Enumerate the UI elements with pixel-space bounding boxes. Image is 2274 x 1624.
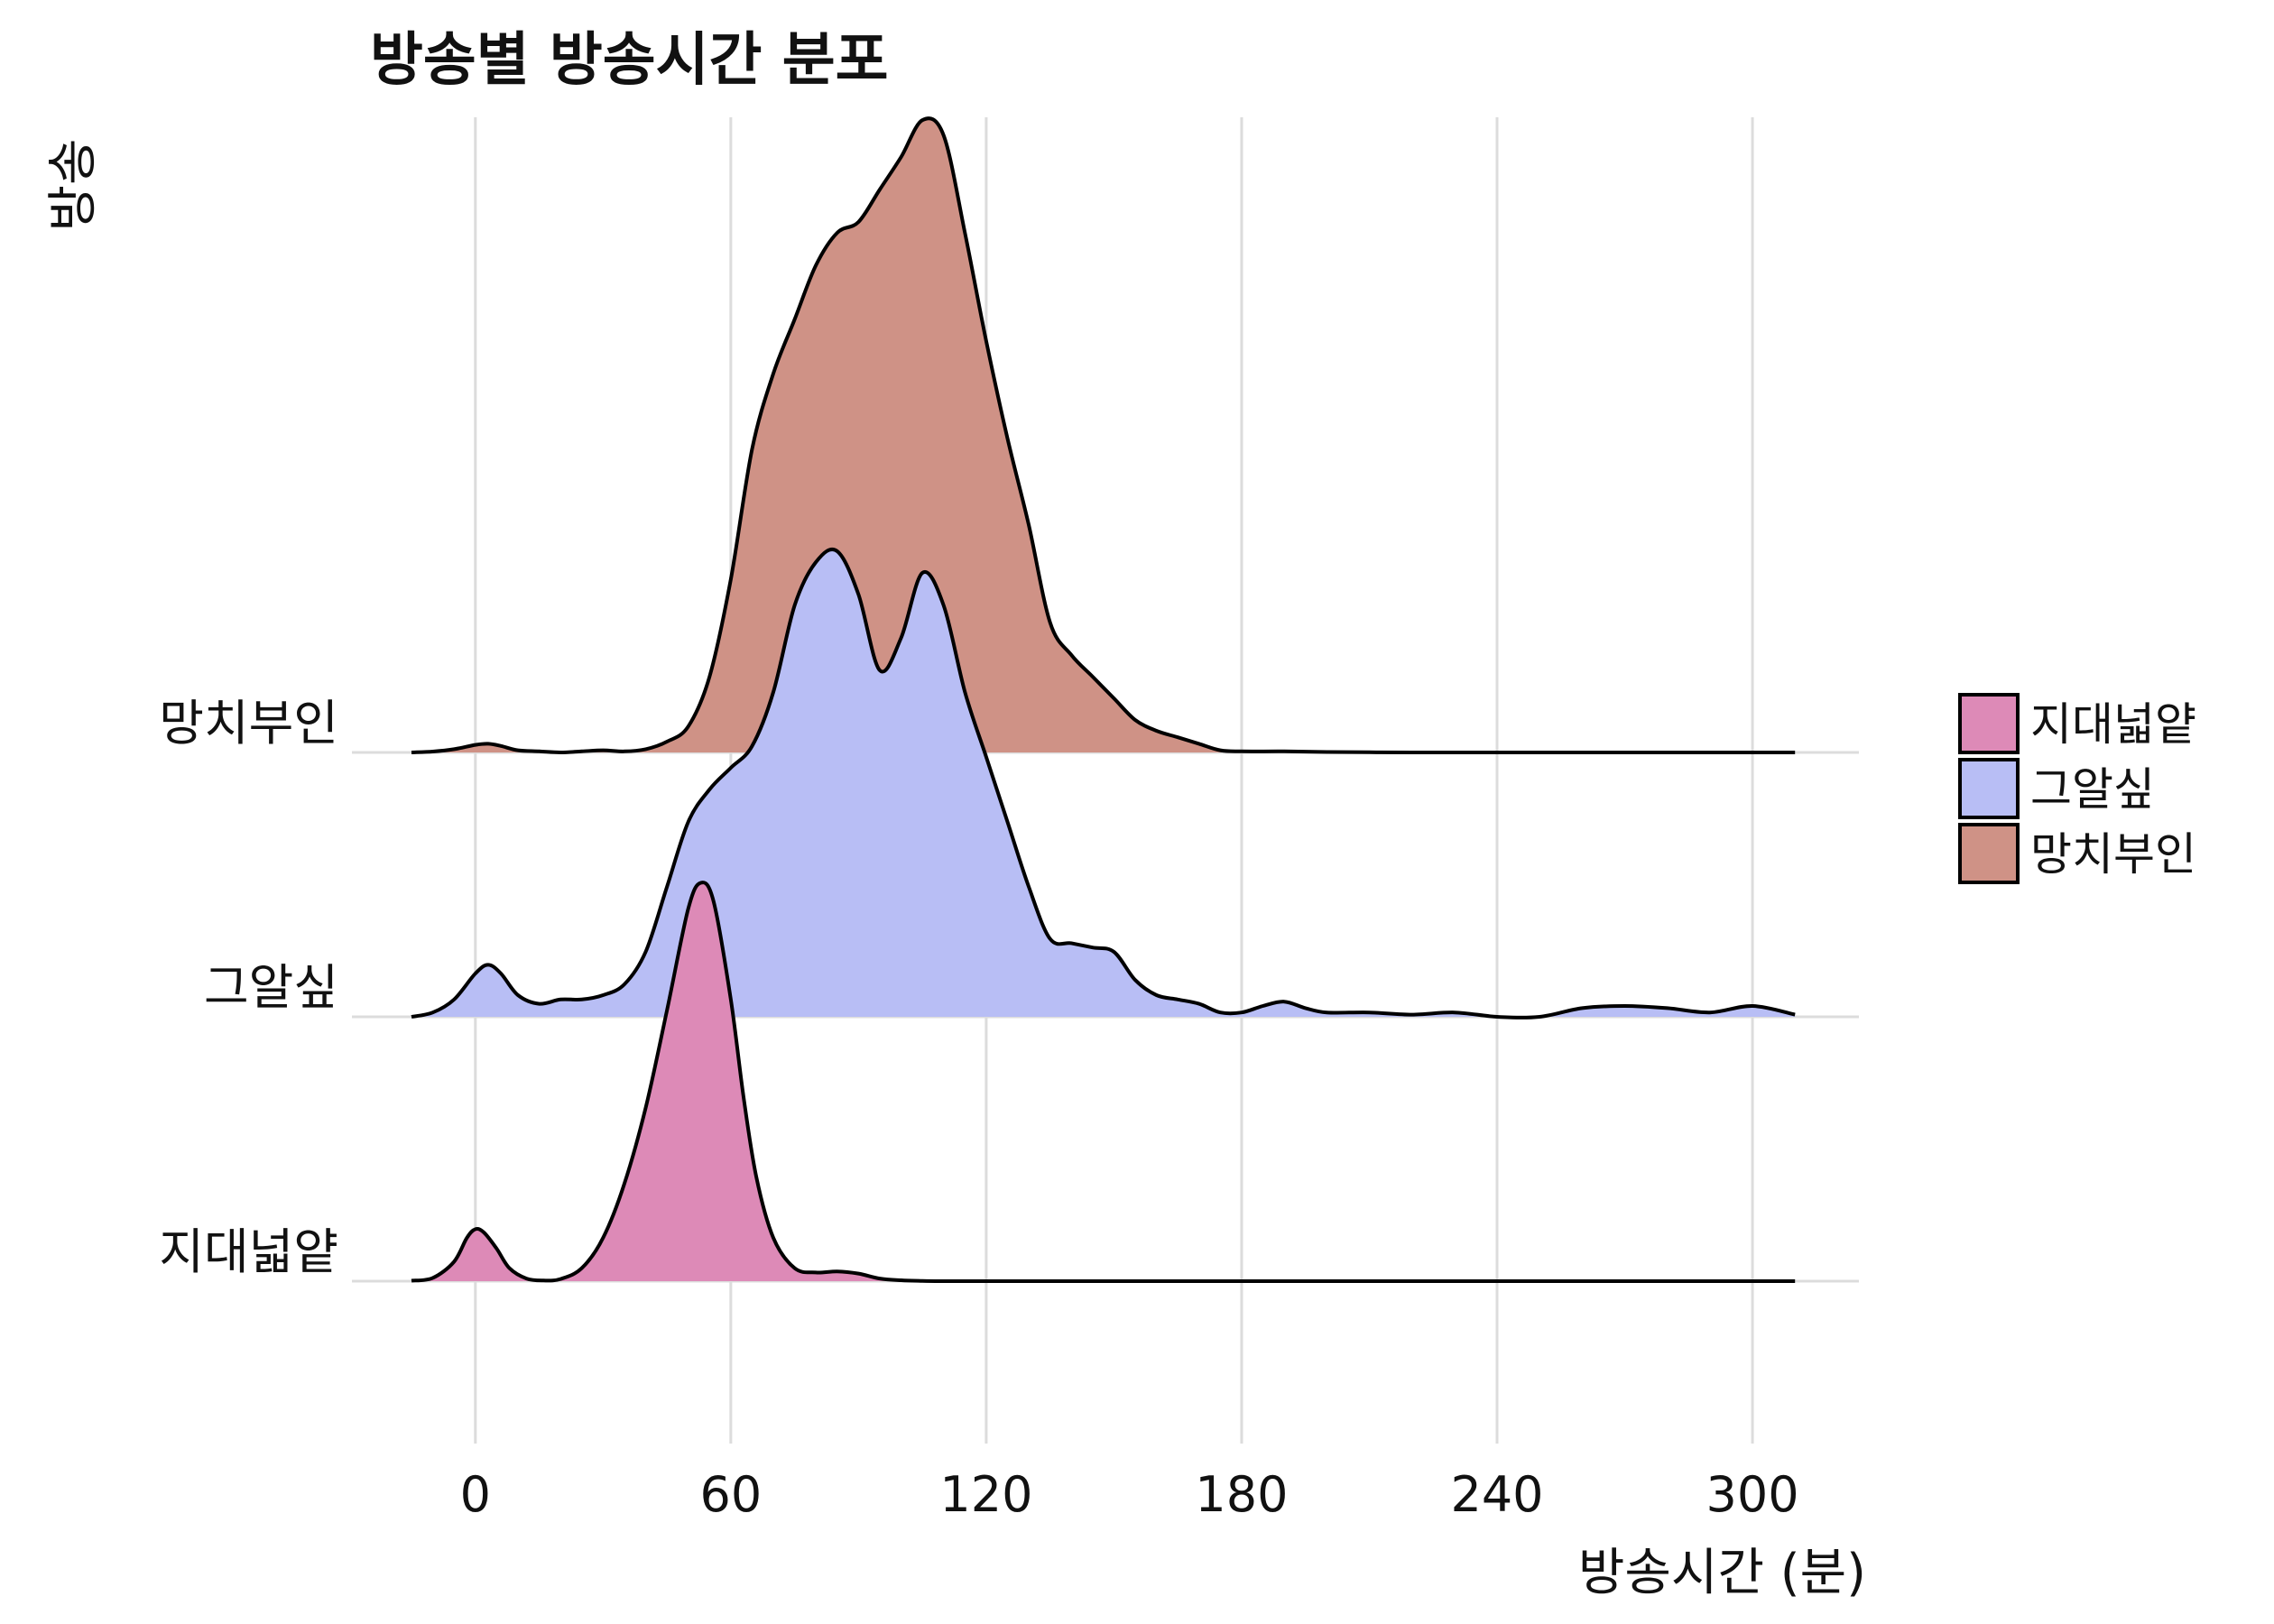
y-tick-labels: 지대넓얕 그알싶 망치부인 (159, 695, 338, 1280)
y-tick-label: 그알싶 (204, 959, 338, 1016)
ridge-layer (411, 116, 1796, 1284)
chart-title: 방송별 방송시간 분포 (370, 27, 888, 94)
legend-swatch (1958, 823, 2020, 884)
ridge-area-2 (411, 118, 1796, 753)
x-axis-label: 방송시간 (분) (1578, 1544, 1866, 1602)
x-tick-label: 60 (699, 1466, 762, 1523)
ridge-line-1 (411, 547, 1796, 1020)
legend-swatch (1958, 758, 2020, 819)
y-tick-label: 지대넓얕 (159, 1223, 338, 1280)
y-tick-label: 망치부인 (159, 695, 338, 752)
x-tick-label: 120 (939, 1466, 1032, 1523)
x-tick-label: 240 (1450, 1466, 1543, 1523)
x-tick-label: 300 (1706, 1466, 1799, 1523)
ridge-line-2 (411, 116, 1796, 755)
x-tick-label: 180 (1195, 1466, 1288, 1523)
ridge-area-1 (411, 549, 1796, 1018)
x-tick-labels: 0 60 120 180 240 300 (460, 1466, 1799, 1523)
legend-swatch (1958, 693, 2020, 754)
legend-label: 지대넓얕 (2030, 698, 2196, 751)
y-axis-label: 방송 (44, 138, 103, 231)
legend-label: 그알싶 (2030, 763, 2155, 816)
ridge-area-0 (411, 882, 1796, 1281)
ridge-line-0 (411, 881, 1796, 1284)
x-tick-label: 0 (460, 1466, 491, 1523)
legend-label: 망치부인 (2030, 828, 2196, 881)
